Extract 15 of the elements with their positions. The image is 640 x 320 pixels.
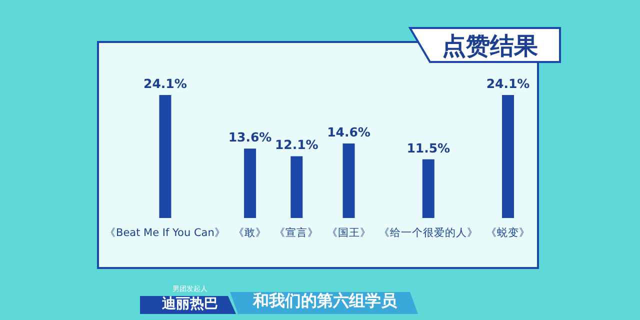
x-tick-label: 《给一个很爱的人》 — [378, 226, 478, 239]
text: 迪丽热巴 — [161, 296, 218, 312]
data-label: 14.6% — [327, 124, 371, 140]
text: 和我们的第六组学员 — [252, 291, 398, 310]
x-tick-label: 《敢》 — [234, 227, 267, 239]
data-label: 12.1% — [274, 137, 319, 152]
x-tick-label: 《国王》 — [326, 227, 371, 239]
data-label: 24.1% — [144, 76, 188, 91]
data-label: 24.1% — [486, 76, 530, 91]
x-tick-label: 《蜕变》 — [486, 226, 530, 239]
x-tick-label: 《Beat Me If You Can》 — [105, 227, 226, 239]
data-label: 13.6% — [228, 130, 272, 145]
chart-title: 点赞结果 — [442, 32, 538, 60]
x-tick-label: 《宣言》 — [274, 226, 319, 239]
data-label: 11.5% — [406, 140, 451, 156]
